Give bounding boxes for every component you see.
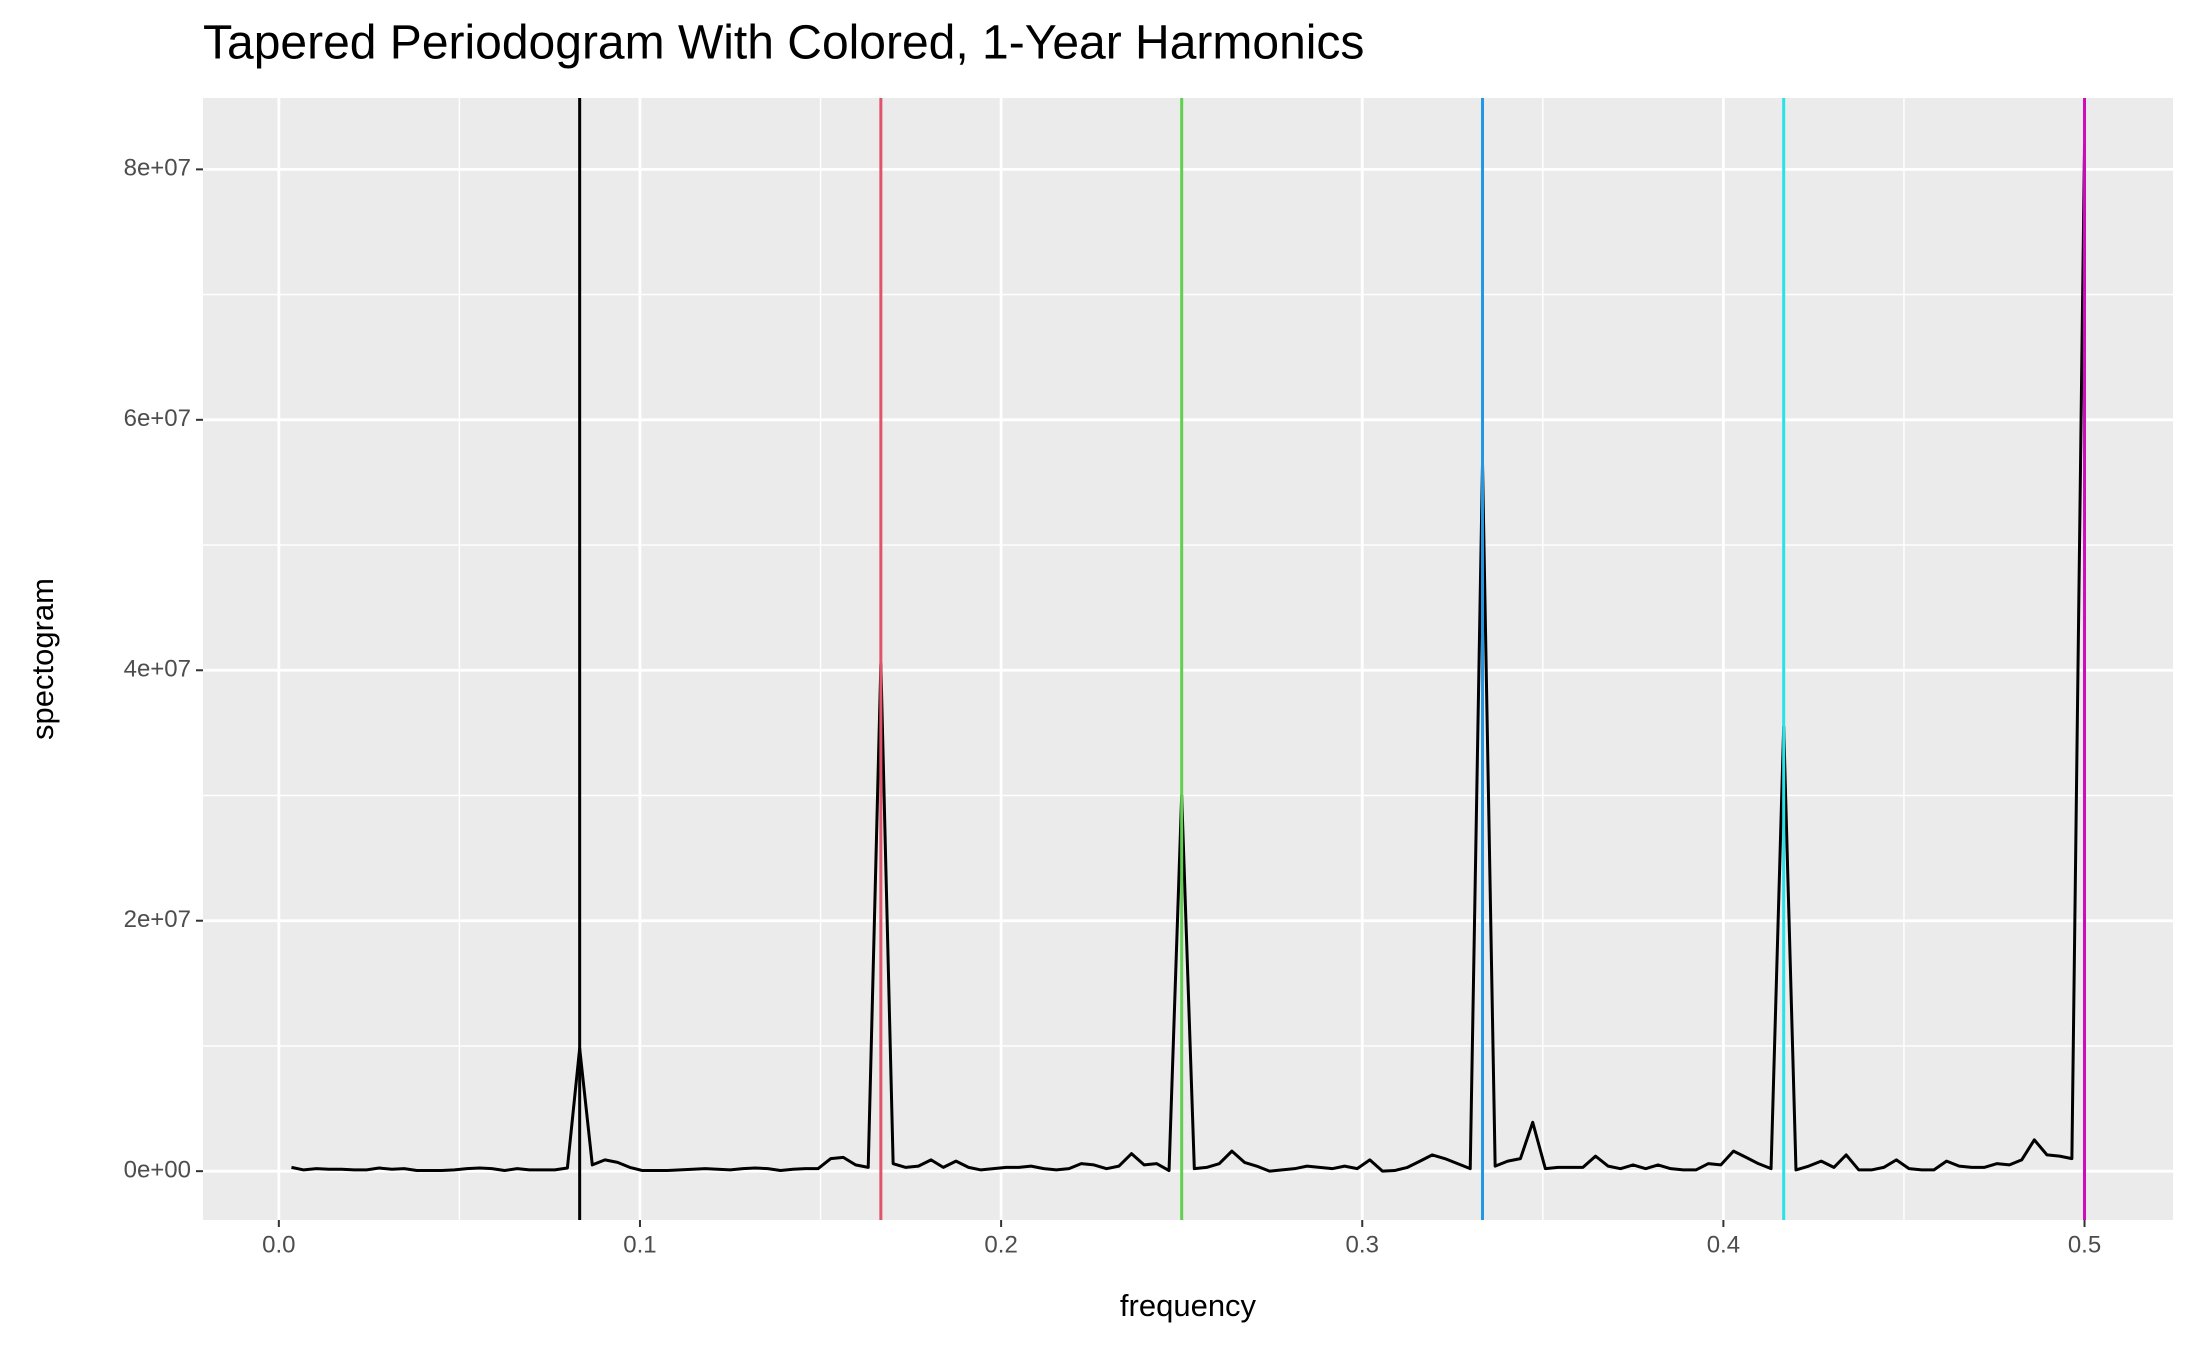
x-axis-title: frequency (1120, 1288, 1257, 1323)
y-axis-title: spectogram (25, 578, 60, 740)
x-tick-label: 0.1 (623, 1231, 656, 1258)
y-tick-label: 6e+07 (124, 405, 191, 432)
x-tick-label: 0.3 (1346, 1231, 1379, 1258)
x-tick-label: 0.4 (1707, 1231, 1740, 1258)
x-tick-label: 0.0 (262, 1231, 295, 1258)
y-tick-label: 4e+07 (124, 656, 191, 683)
y-tick-label: 2e+07 (124, 906, 191, 933)
y-tick-label: 8e+07 (124, 155, 191, 182)
panel (203, 98, 2173, 1220)
x-tick-label: 0.5 (2068, 1231, 2101, 1258)
spectrum-line (291, 144, 2087, 1173)
chart-title: Tapered Periodogram With Colored, 1-Year… (203, 17, 1364, 70)
x-tick-label: 0.2 (984, 1231, 1017, 1258)
y-tick-label: 0e+00 (124, 1157, 191, 1184)
